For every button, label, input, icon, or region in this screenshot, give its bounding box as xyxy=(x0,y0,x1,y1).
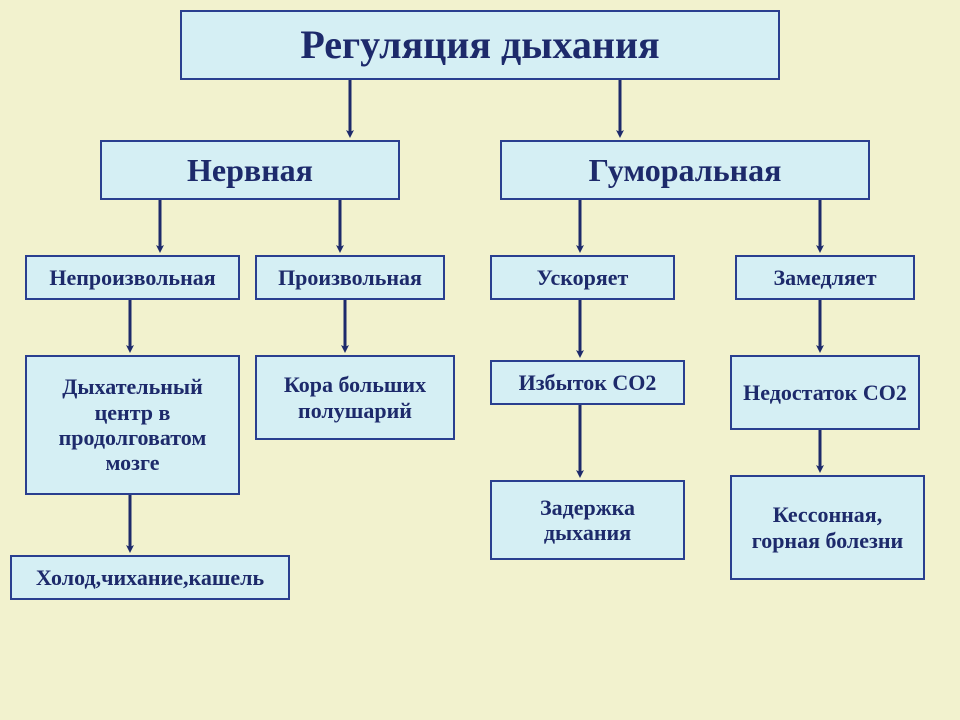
box-slows: Замедляет xyxy=(735,255,915,300)
box-involuntary: Непроизвольная xyxy=(25,255,240,300)
box-accelerates: Ускоряет xyxy=(490,255,675,300)
box-medulla: Дыхательный центр в продолговатом мозге xyxy=(25,355,240,495)
box-nervous: Нервная xyxy=(100,140,400,200)
box-cold: Холод,чихание,кашель xyxy=(10,555,290,600)
box-title: Регуляция дыхания xyxy=(180,10,780,80)
box-diseases: Кессонная, горная болезни xyxy=(730,475,925,580)
box-lack_co2: Недостаток СО2 xyxy=(730,355,920,430)
box-voluntary: Произвольная xyxy=(255,255,445,300)
box-breath_hold: Задержка дыхания xyxy=(490,480,685,560)
box-cortex: Кора больших полушарий xyxy=(255,355,455,440)
box-humoral: Гуморальная xyxy=(500,140,870,200)
box-excess_co2: Избыток СО2 xyxy=(490,360,685,405)
